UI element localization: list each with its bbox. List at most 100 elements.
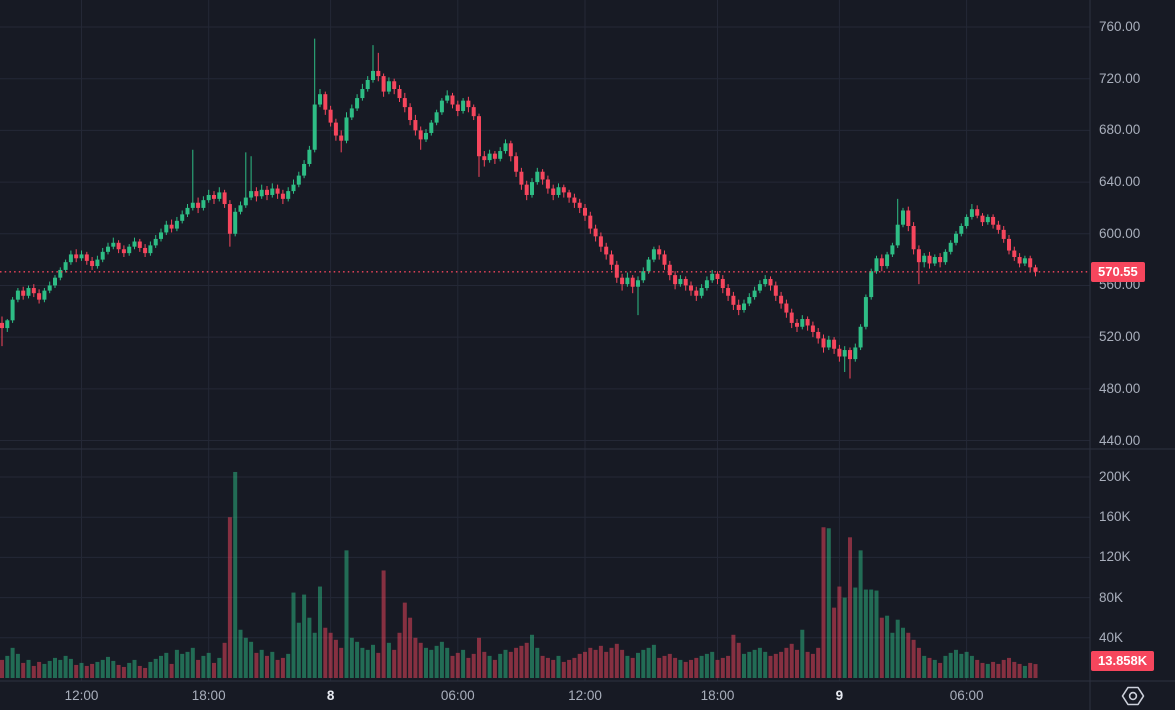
volume-bar — [445, 647, 450, 678]
candle — [641, 271, 646, 281]
time-tick-label: 18:00 — [191, 688, 226, 703]
candle — [715, 273, 720, 279]
volume-bar — [530, 634, 534, 678]
volume-bar — [106, 656, 110, 678]
candle — [212, 194, 216, 199]
candle — [127, 246, 132, 254]
candle — [689, 285, 693, 291]
volume-bar — [943, 655, 948, 678]
volume-bar — [694, 657, 699, 678]
candle — [0, 322, 4, 329]
volume-bar — [318, 586, 322, 678]
volume-bar — [137, 665, 142, 678]
volume-bar — [969, 655, 974, 678]
volume-bar — [31, 665, 36, 678]
candle — [455, 104, 460, 111]
candle — [1033, 267, 1038, 272]
volume-bar — [5, 655, 10, 678]
candle — [58, 269, 63, 278]
candle — [837, 348, 842, 357]
volume-bar — [439, 641, 444, 678]
candle — [413, 120, 418, 131]
candle — [800, 319, 805, 327]
candle — [572, 197, 577, 203]
volume-bar — [991, 661, 996, 678]
candle — [333, 122, 338, 136]
volume-bar — [954, 649, 958, 678]
volume-bar — [572, 657, 577, 678]
volume-bar — [874, 590, 879, 678]
volume-bar — [196, 659, 201, 678]
candle — [148, 245, 153, 254]
volume-bar — [180, 653, 185, 678]
volume-bar — [795, 649, 799, 678]
candle — [858, 326, 863, 348]
volume-bar — [455, 652, 460, 678]
scale-settings-icon[interactable] — [1120, 684, 1146, 708]
candle — [848, 350, 852, 360]
volume-bar — [810, 653, 815, 678]
candle — [381, 76, 386, 92]
candle — [434, 112, 439, 123]
volume-bar — [217, 657, 222, 678]
volume-bar — [604, 651, 609, 678]
candle — [21, 290, 26, 296]
candle — [376, 70, 381, 77]
volume-bar — [286, 653, 291, 678]
candle — [408, 107, 413, 121]
candle — [429, 122, 434, 133]
candle — [646, 259, 651, 272]
candle — [975, 209, 980, 216]
volume-bar — [127, 662, 132, 678]
candle — [768, 278, 773, 286]
volume-bar — [673, 657, 678, 678]
candle — [657, 249, 662, 255]
candle — [238, 205, 243, 212]
volume-bar — [365, 649, 370, 678]
volume-bar — [386, 642, 391, 678]
volume-bar — [768, 655, 773, 678]
volume-bar — [371, 644, 375, 678]
volume-bar — [731, 634, 736, 678]
volume-bar — [477, 637, 481, 678]
candle — [784, 303, 789, 313]
volume-bar — [959, 653, 964, 678]
volume-bar — [206, 652, 211, 678]
candle — [360, 89, 365, 99]
candle — [196, 202, 201, 208]
candle — [911, 225, 916, 250]
candle — [567, 192, 572, 198]
volume-bar — [996, 663, 1001, 678]
candle — [259, 189, 264, 197]
candles-layer — [0, 38, 1038, 379]
volume-bar — [816, 647, 821, 678]
candle — [445, 95, 450, 101]
volume-bar — [280, 657, 285, 678]
candle — [418, 130, 423, 140]
volume-bar — [482, 651, 487, 678]
volume-bar — [84, 665, 89, 678]
volume-bar — [90, 663, 95, 678]
candle — [980, 215, 985, 223]
volume-bar — [773, 653, 778, 678]
candle — [106, 246, 110, 252]
time-tick-label: 06:00 — [949, 688, 984, 703]
candle — [551, 188, 556, 195]
candle — [217, 192, 222, 199]
volume-bar — [148, 661, 153, 678]
candle — [683, 278, 688, 286]
volume-bar — [333, 639, 338, 678]
volume-bar — [704, 653, 709, 678]
volume-bar — [487, 655, 492, 678]
candle — [636, 280, 640, 287]
candle — [84, 254, 89, 261]
candle — [842, 350, 847, 357]
volume-bar — [524, 642, 529, 678]
candle — [731, 295, 736, 305]
volume-bar — [885, 615, 890, 678]
candle — [752, 290, 757, 298]
candle — [275, 188, 280, 194]
candle — [26, 288, 31, 296]
volume-bar — [763, 651, 768, 678]
